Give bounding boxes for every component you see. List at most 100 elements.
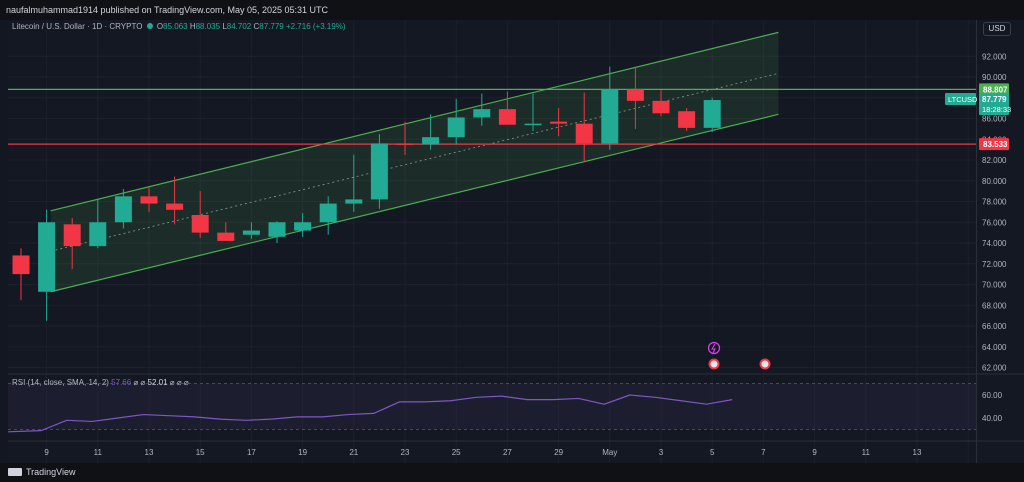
high-value: 88.035 — [195, 22, 221, 31]
candle — [498, 91, 516, 125]
footer-bar — [0, 463, 1024, 482]
price-tick-label: 86.000 — [982, 115, 1007, 124]
currency-badge[interactable]: USD — [983, 22, 1011, 36]
tradingview-brand[interactable]: TradingView — [8, 467, 76, 477]
candle-body — [140, 196, 158, 204]
candle — [396, 121, 414, 155]
price-tick-label: 72.000 — [982, 260, 1007, 269]
symbol-legend: Litecoin / U.S. Dollar · 1D · CRYPTO O85… — [12, 22, 346, 31]
price-tick-label: 90.000 — [982, 73, 1007, 82]
rsi-pane: 60.00 40.00 — [7, 383, 1003, 433]
grid-lines — [8, 20, 976, 463]
time-label: 15 — [196, 448, 205, 457]
symbol-tag-label: LTCUSD — [948, 95, 978, 104]
symbol-tag — [945, 93, 976, 105]
candle — [678, 108, 696, 131]
price-tick-label: 64.000 — [982, 343, 1007, 352]
parallel-channel — [50, 31, 779, 293]
candle — [268, 221, 286, 243]
candle — [63, 218, 81, 269]
rsi-ma-value: 52.01 — [147, 378, 168, 387]
candle — [370, 134, 388, 209]
candle-body — [550, 121, 568, 124]
time-label: 25 — [452, 448, 461, 457]
time-label: May — [602, 448, 617, 457]
time-label: 27 — [503, 448, 512, 457]
time-label: 29 — [554, 448, 563, 457]
support-price-label: 83.533 — [983, 140, 1008, 149]
support-price-tag — [979, 138, 1009, 151]
candle — [447, 98, 465, 145]
time-label: 11 — [862, 448, 871, 457]
candle — [191, 191, 209, 238]
candle-body — [396, 143, 414, 145]
candle-body — [524, 123, 542, 126]
time-label: 5 — [710, 448, 715, 457]
price-tick-label: 92.000 — [982, 52, 1007, 61]
rsi-value: 57.66 — [111, 378, 132, 387]
candle-body — [601, 89, 619, 144]
candle-body — [678, 111, 696, 128]
resistance-price-label: 88.807 — [983, 85, 1008, 94]
price-tick-label: 82.000 — [982, 156, 1007, 165]
rsi-na-2: ⌀ ⌀ ⌀ — [169, 378, 189, 387]
change-value: +2.716 (+3.19%) — [285, 22, 346, 31]
candle-body — [63, 224, 81, 247]
rsi-tick-label: 60.00 — [982, 391, 1003, 400]
candle — [38, 209, 56, 321]
time-label: 9 — [812, 448, 817, 457]
candle — [114, 189, 132, 229]
candle-body — [114, 196, 132, 223]
open-value: 85.063 — [163, 22, 188, 31]
candle — [319, 196, 337, 235]
time-label: 11 — [94, 448, 103, 457]
time-label: 13 — [913, 448, 922, 457]
rsi-legend: RSI (14, close, SMA, 14, 2) 57.66 ⌀ ⌀ 52… — [12, 378, 189, 387]
candle — [473, 93, 491, 126]
time-label: 21 — [349, 448, 358, 457]
lightning-glyph-icon — [711, 343, 716, 354]
tradingview-logo-icon — [8, 468, 22, 476]
us-flag-icon — [710, 360, 718, 368]
candle — [550, 108, 568, 137]
lightning-event-icon — [707, 341, 721, 355]
candle — [601, 66, 619, 150]
candle — [652, 89, 670, 117]
price-tick-label: 62.000 — [982, 364, 1007, 373]
price-axis-ticks: 92.00090.00088.00086.00084.00082.00080.0… — [982, 52, 1007, 372]
channel-fill — [50, 32, 779, 292]
candle — [575, 92, 593, 163]
candle-body — [626, 89, 644, 101]
candle-body — [319, 203, 337, 223]
candle — [345, 154, 363, 212]
rsi-name: RSI (14, close, SMA, 14, 2) — [12, 378, 109, 387]
candle-body — [89, 222, 107, 247]
event-markers — [707, 341, 771, 370]
candle-body — [166, 203, 184, 210]
us-flag-icon — [761, 360, 769, 368]
candle — [242, 222, 260, 239]
candle — [140, 186, 158, 212]
candle-body — [242, 230, 260, 235]
low-value: 84.702 — [226, 22, 252, 31]
time-label: 23 — [401, 448, 410, 457]
brand-name: TradingView — [26, 467, 76, 477]
candle — [422, 114, 440, 150]
candle — [166, 176, 184, 225]
candle-body — [498, 109, 516, 125]
candle-body — [370, 143, 388, 200]
candle-body — [38, 222, 56, 292]
candle — [703, 97, 721, 132]
resistance-price-tag — [979, 83, 1009, 96]
rsi-line — [7, 394, 733, 433]
close-value: 87.779 — [259, 22, 284, 31]
price-tick-label: 70.000 — [982, 281, 1007, 290]
price-tick-label: 76.000 — [982, 218, 1007, 227]
candle — [12, 248, 30, 301]
rsi-tick-label: 40.00 — [982, 414, 1003, 423]
price-tick-label: 74.000 — [982, 239, 1007, 248]
last-price-label: 87.779 — [982, 95, 1007, 104]
candle-body — [191, 214, 209, 233]
